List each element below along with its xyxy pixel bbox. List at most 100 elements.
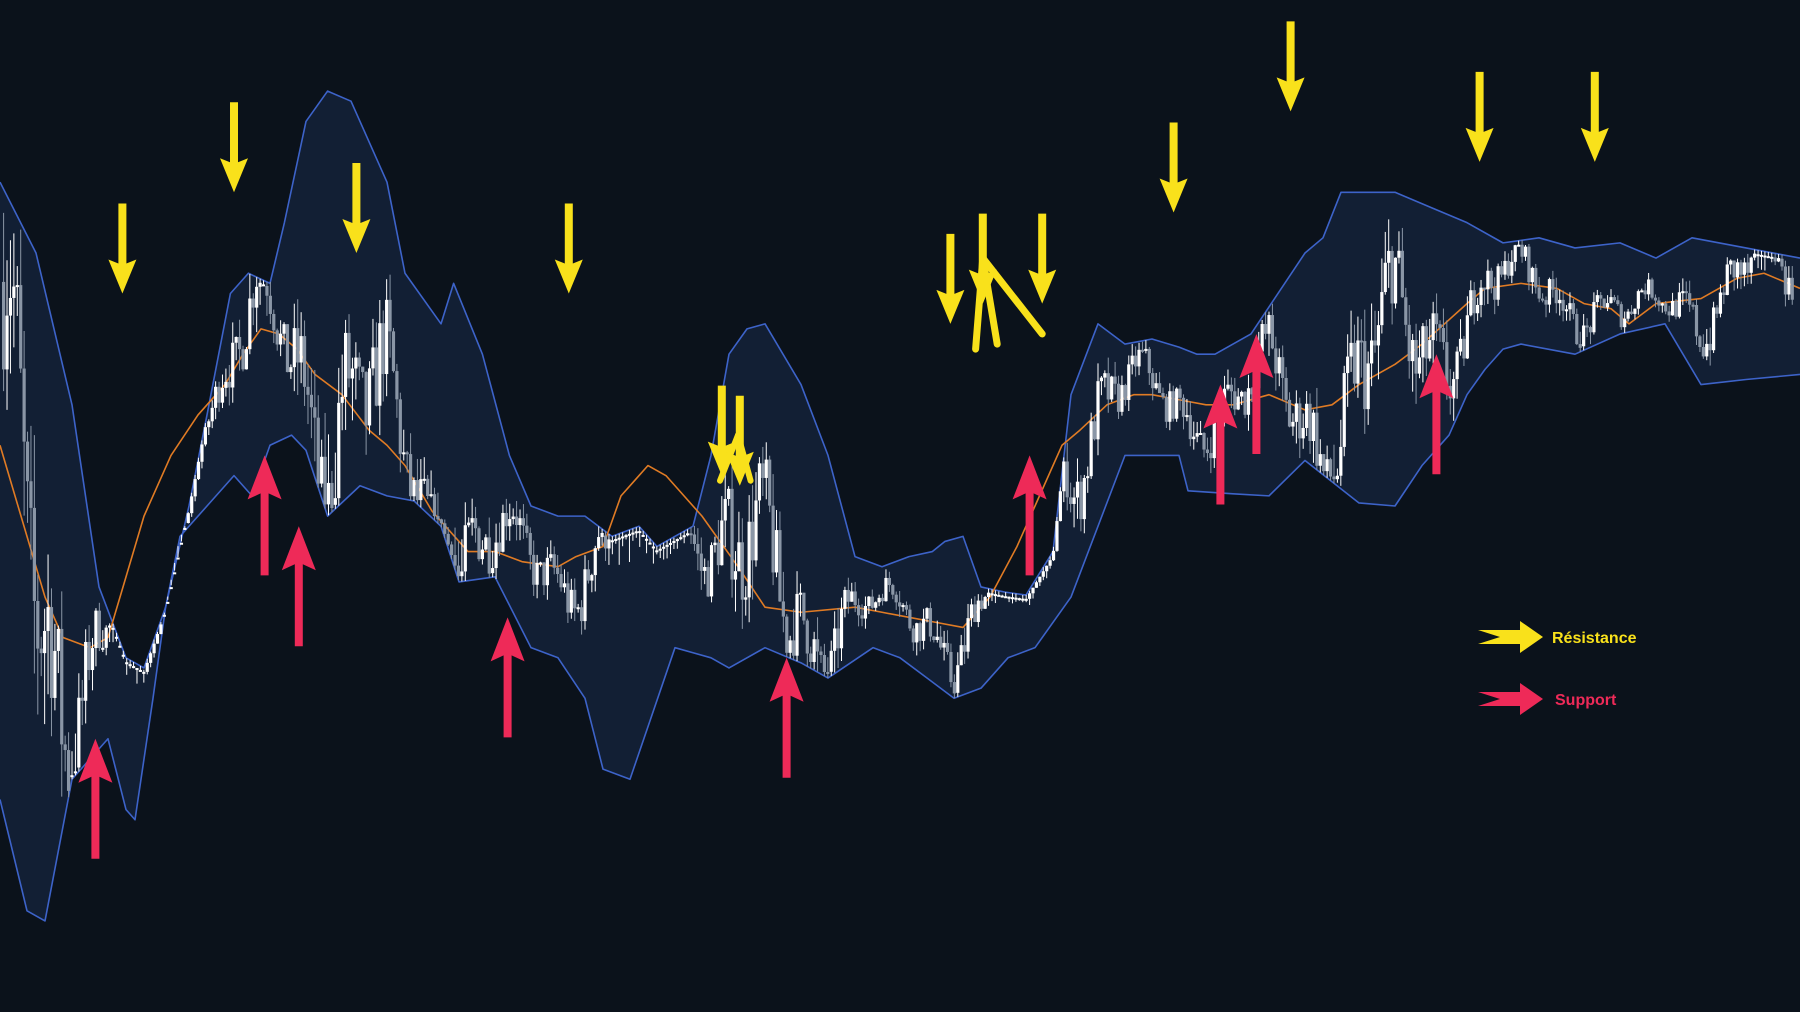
candle-body <box>364 372 368 426</box>
candle-body <box>1753 253 1757 258</box>
candle-body <box>25 441 30 482</box>
candle-body <box>1045 565 1049 572</box>
candle-body <box>1578 344 1582 348</box>
candle-body <box>1629 311 1634 314</box>
candle-body <box>586 569 591 581</box>
candle-body <box>545 557 549 586</box>
support-arrow-2 <box>281 526 316 647</box>
candle-body <box>1287 399 1292 427</box>
candle-body <box>583 569 587 622</box>
candle-body <box>836 628 840 649</box>
candle-body <box>1007 596 1011 599</box>
candle-body <box>84 641 88 701</box>
candle-body <box>1363 341 1367 410</box>
candle-body <box>155 634 160 644</box>
resistance-arrow-9 <box>1159 122 1188 213</box>
candle-body <box>1038 576 1042 583</box>
candle-body <box>1776 258 1781 262</box>
upper-band-line <box>0 90 1800 669</box>
candle-body <box>43 630 47 654</box>
candle-body <box>1616 300 1620 305</box>
candle-body <box>737 542 741 572</box>
candle-body <box>658 548 662 551</box>
candle-body <box>12 286 16 298</box>
candle-body <box>265 285 269 296</box>
resistance-arrow-2 <box>342 163 371 253</box>
candle-body <box>1021 598 1025 601</box>
candle-body <box>1055 521 1059 551</box>
candle-body <box>1513 245 1517 262</box>
candle-body <box>1236 396 1240 410</box>
candle-body <box>952 682 956 694</box>
candle-body <box>942 642 946 648</box>
candle-body <box>1181 397 1186 417</box>
candle-body <box>532 554 536 585</box>
candle-body <box>768 459 772 506</box>
candle-body <box>576 607 580 610</box>
candle-body <box>1260 324 1264 352</box>
support-arrow-7 <box>1239 333 1274 454</box>
support-arrow-4 <box>769 657 804 778</box>
candle-body <box>662 546 666 549</box>
candle-body <box>439 519 443 524</box>
candle-body <box>237 336 242 350</box>
candle-body <box>29 481 33 508</box>
candle-body <box>1079 481 1083 520</box>
candle-body <box>1476 304 1480 314</box>
candle-body <box>453 555 457 566</box>
candle-body <box>1370 340 1374 364</box>
candle-body <box>1130 355 1134 365</box>
candle-body <box>173 572 177 575</box>
candle-body <box>179 542 184 545</box>
candle-body <box>757 463 762 501</box>
candle-body <box>750 521 755 561</box>
candle-body <box>1712 307 1716 351</box>
candle-body <box>829 650 833 672</box>
candle-body <box>1322 454 1326 472</box>
candle-body <box>727 488 731 500</box>
candle-body <box>973 604 977 622</box>
candle-body <box>1619 304 1623 328</box>
candle-body <box>80 697 84 701</box>
candle-body <box>388 299 392 332</box>
candle-body <box>316 417 320 484</box>
candle-body <box>1640 290 1644 293</box>
resistance-arrow-12 <box>1580 71 1609 162</box>
candle-body <box>826 671 830 674</box>
candle-body <box>340 396 344 403</box>
candle-body <box>590 575 594 581</box>
candle-body <box>1106 373 1110 400</box>
candle-body <box>1482 287 1487 290</box>
candle-body <box>1530 267 1534 283</box>
candle-body <box>1000 595 1004 598</box>
candle-body <box>1537 287 1541 299</box>
candle-body <box>798 592 803 595</box>
candle-body <box>323 456 327 505</box>
candle-body <box>261 284 266 287</box>
resistance-fan-arrow-1 <box>979 254 1001 348</box>
resistance-arrow-10 <box>1276 21 1305 112</box>
candle-body <box>306 386 310 395</box>
candle-body <box>1783 266 1788 295</box>
candle-body <box>1175 388 1179 419</box>
candle-body <box>1349 342 1353 357</box>
support-arrow-1 <box>247 455 282 576</box>
candle-body <box>1527 246 1531 283</box>
candle-body <box>121 654 125 657</box>
candle-body <box>1414 340 1418 374</box>
candle-body <box>740 542 744 600</box>
candle-body <box>169 587 173 590</box>
candle-body <box>244 349 249 370</box>
candle-body <box>1195 433 1199 437</box>
candle-body <box>480 549 484 560</box>
candle-body <box>357 357 361 367</box>
candle-body <box>1137 349 1141 367</box>
candle-body <box>1609 297 1613 304</box>
candle-body <box>186 513 190 524</box>
candle-body <box>1031 587 1035 594</box>
candle-body <box>969 604 974 619</box>
legend-item-support: Support <box>1478 683 1617 715</box>
candle-body <box>1075 481 1080 498</box>
candle-body <box>1742 262 1746 275</box>
candle-body <box>665 544 669 547</box>
